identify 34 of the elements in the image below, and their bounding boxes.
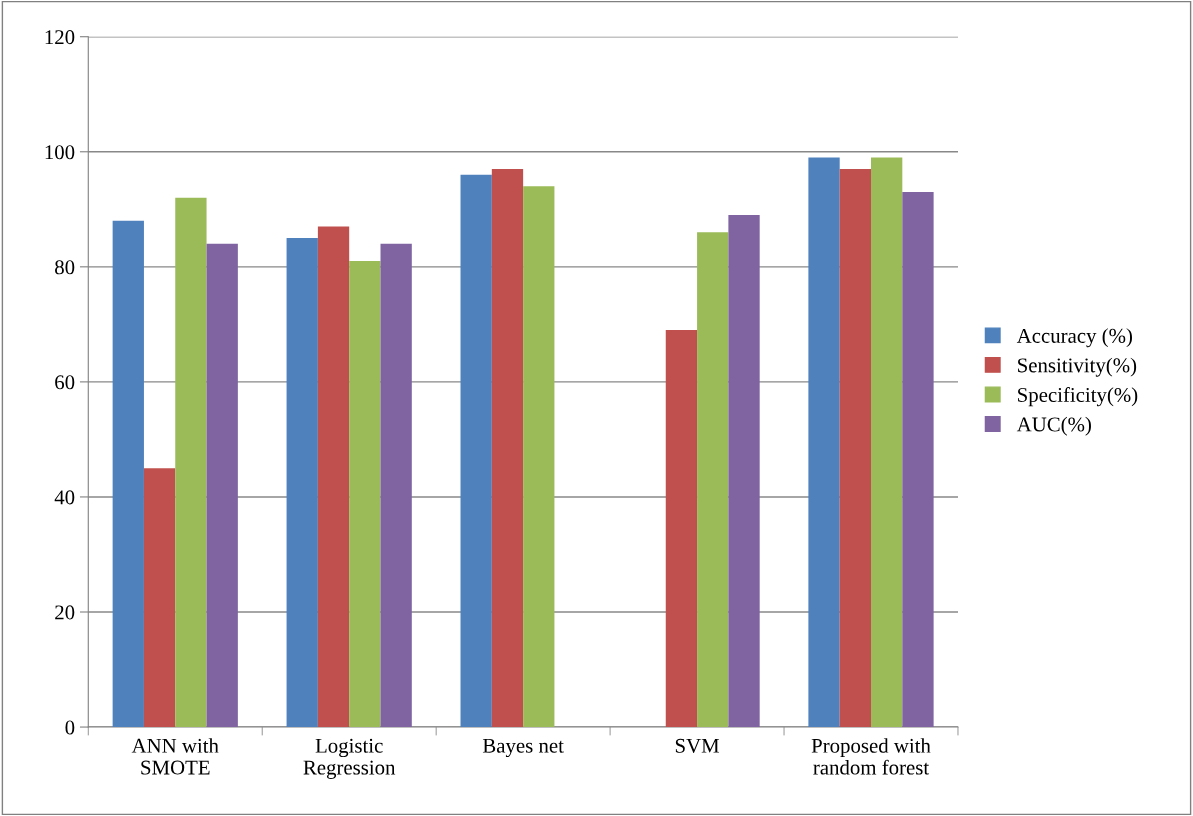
bar [380, 243, 412, 728]
bar [871, 157, 903, 728]
bar [317, 226, 350, 728]
y-tick-label: 120 [45, 30, 75, 45]
bar [902, 192, 934, 728]
y-tick-label: 40 [54, 490, 75, 505]
x-tick-label: Proposed with random forest [811, 738, 931, 775]
y-tick-label: 100 [45, 145, 75, 160]
bar [728, 215, 760, 728]
legend-label: AUC(%) [1016, 416, 1091, 436]
legend-label: Specificity(%) [1018, 387, 1138, 407]
x-tick-label: ANN with SMOTE [131, 738, 219, 775]
bar [460, 174, 492, 728]
legend-label: Sensitivity(%) [1018, 357, 1137, 377]
bar [112, 220, 144, 728]
bar [206, 243, 238, 728]
bar [697, 232, 729, 728]
y-tick-label: 80 [55, 260, 75, 275]
y-tick-label: 0 [65, 720, 75, 735]
bar [491, 169, 524, 728]
bar [839, 169, 872, 728]
bar [665, 330, 698, 728]
bar [523, 186, 555, 728]
bar [286, 238, 318, 728]
x-tick-label: Bayes net [482, 738, 564, 758]
y-tick-label: 60 [55, 375, 75, 390]
x-tick-label: SVM [675, 738, 720, 753]
bar [349, 261, 381, 728]
x-tick-label: Logistic Regression [303, 738, 396, 779]
bar [808, 157, 840, 728]
bar [143, 468, 176, 728]
legend-label: Accuracy (%) [1016, 328, 1132, 348]
y-tick-label: 20 [55, 605, 75, 620]
bar [175, 197, 207, 728]
